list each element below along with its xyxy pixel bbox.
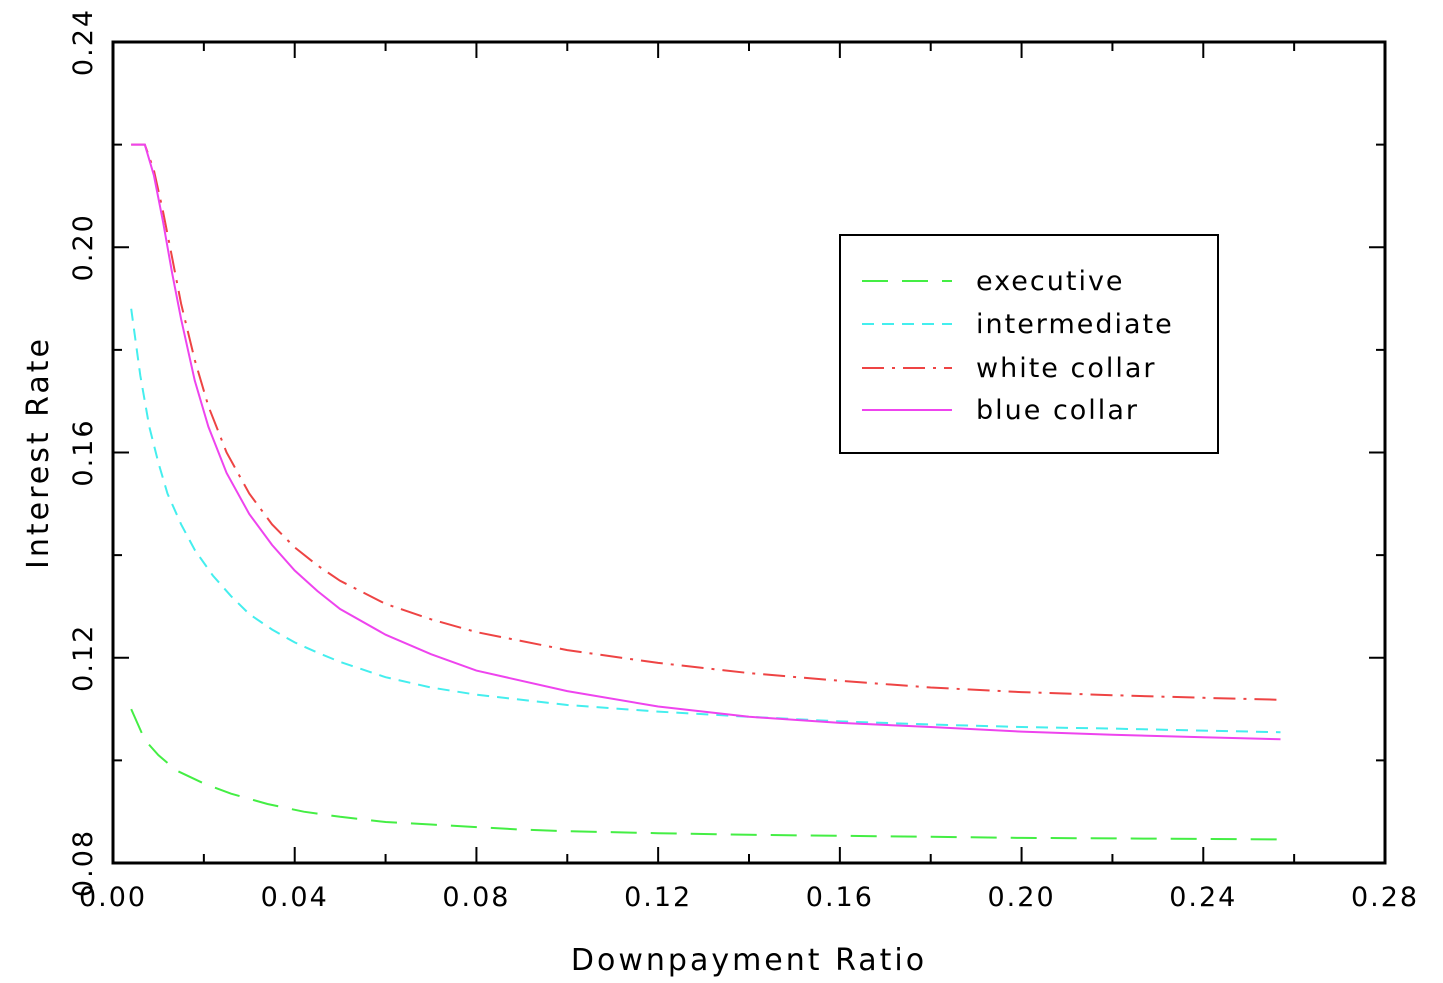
- legend-box: [839, 234, 1219, 454]
- y-tick-label: 0.12: [68, 624, 99, 692]
- legend-label-white-collar: white collar: [976, 353, 1157, 384]
- x-tick-label: 0.24: [1169, 882, 1237, 913]
- legend-label-intermediate: intermediate: [976, 309, 1174, 340]
- series-lines: [130, 143, 1281, 841]
- x-tick-label: 0.00: [79, 882, 147, 913]
- y-tick-label: 0.20: [68, 213, 99, 281]
- x-tick-label: 0.16: [806, 882, 874, 913]
- x-tick-labels: 0.00 0.04 0.08 0.12 0.16 0.20 0.24 0.28: [79, 882, 1419, 913]
- y-tick-label: 0.16: [68, 418, 99, 486]
- series-line-white-collar: [131, 143, 1281, 701]
- series-line-executive: [130, 708, 1281, 841]
- y-tick-label: 0.08: [68, 829, 99, 897]
- plot-frame: [111, 40, 1387, 865]
- x-tick-label: 0.08: [442, 882, 510, 913]
- x-axis-title: Downpayment Ratio: [571, 943, 927, 978]
- legend-label-executive: executive: [976, 266, 1125, 297]
- legend: executive intermediate white collar blue co…: [839, 234, 1219, 454]
- series-line-blue-collar: [131, 143, 1281, 741]
- legend-label-blue-collar: blue collar: [976, 395, 1139, 426]
- y-axis-title: Interest Rate: [21, 336, 56, 569]
- x-tick-label: 0.04: [261, 882, 329, 913]
- y-tick-label: 0.24: [68, 8, 99, 76]
- y-tick-labels: 0.08 0.12 0.16 0.20 0.24: [68, 8, 99, 897]
- x-tick-label: 0.28: [1351, 882, 1419, 913]
- series-line-intermediate: [130, 308, 1281, 734]
- x-tick-label: 0.12: [624, 882, 692, 913]
- x-tick-label: 0.20: [988, 882, 1056, 913]
